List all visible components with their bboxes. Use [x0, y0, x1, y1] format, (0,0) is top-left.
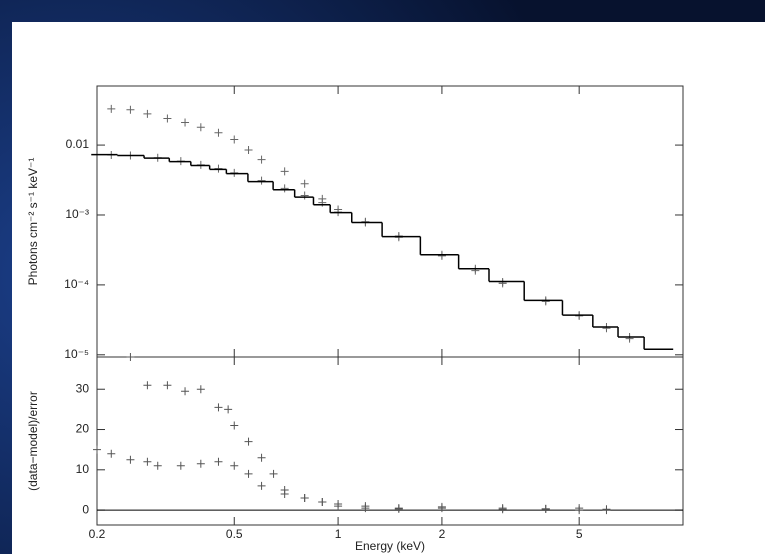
data-point: [244, 437, 253, 446]
data-point: [318, 498, 327, 507]
data-point: [126, 105, 135, 114]
x-tick-label: 2: [439, 527, 446, 541]
data-point: [230, 461, 239, 470]
data-point: [107, 449, 116, 458]
data-point: [575, 504, 584, 513]
y-tick-label: 20: [76, 422, 90, 436]
data-point: [126, 455, 135, 464]
data-point: [93, 445, 101, 454]
data-point: [257, 481, 266, 490]
x-tick-label: 0.2: [89, 527, 106, 541]
data-point: [257, 453, 266, 462]
y-tick-label: 0.01: [66, 137, 90, 151]
data-point: [163, 381, 172, 390]
data-point: [280, 489, 289, 498]
data-point: [196, 459, 205, 468]
y-tick-label: 10⁻³: [65, 207, 89, 221]
y-axis-label: Photons cm⁻² s⁻¹ keV⁻¹: [26, 158, 40, 286]
data-point: [196, 385, 205, 394]
data-point: [361, 502, 370, 511]
data-point: [269, 469, 278, 478]
data-point: [143, 109, 152, 118]
data-point: [214, 457, 223, 466]
data-point: [602, 506, 611, 515]
data-point: [498, 504, 507, 513]
data-point: [181, 118, 190, 127]
data-point: [214, 403, 223, 412]
data-point: [244, 469, 253, 478]
y-tick-label: 0: [82, 502, 89, 516]
data-point: [181, 387, 190, 396]
data-point: [196, 123, 205, 132]
plot-frame: [96, 356, 684, 526]
data-point: [280, 167, 289, 176]
y-tick-label: 10⁻⁵: [64, 347, 89, 361]
data-point: [257, 155, 266, 164]
data-point: [334, 500, 343, 509]
x-tick-label: 0.5: [226, 527, 243, 541]
data-point: [230, 135, 239, 144]
data-point: [300, 191, 309, 200]
x-tick-label: 1: [335, 527, 342, 541]
y-axis-label: (data−model)/error: [26, 391, 40, 491]
data-point: [126, 353, 135, 361]
x-axis-label: Energy (keV): [355, 539, 425, 553]
y-tick-label: 30: [76, 381, 90, 395]
data-point: [394, 504, 403, 513]
data-point: [541, 504, 550, 513]
x-tick-label: 5: [576, 527, 583, 541]
data-point: [143, 457, 152, 466]
slide: [12, 22, 765, 554]
data-point: [437, 502, 446, 511]
data-point: [230, 168, 239, 177]
data-point: [163, 114, 172, 123]
data-point: [300, 494, 309, 503]
data-point: [176, 461, 185, 470]
data-point: [224, 405, 233, 414]
data-point: [107, 104, 116, 113]
data-point: [300, 179, 309, 188]
data-point: [143, 381, 152, 390]
y-tick-label: 10: [76, 462, 90, 476]
data-point: [230, 421, 239, 430]
data-point: [280, 184, 289, 193]
data-point: [244, 146, 253, 155]
data-point: [361, 217, 370, 226]
data-point: [153, 461, 162, 470]
data-point: [214, 128, 223, 137]
data-point: [257, 176, 266, 185]
y-tick-label: 10⁻⁴: [64, 277, 89, 291]
